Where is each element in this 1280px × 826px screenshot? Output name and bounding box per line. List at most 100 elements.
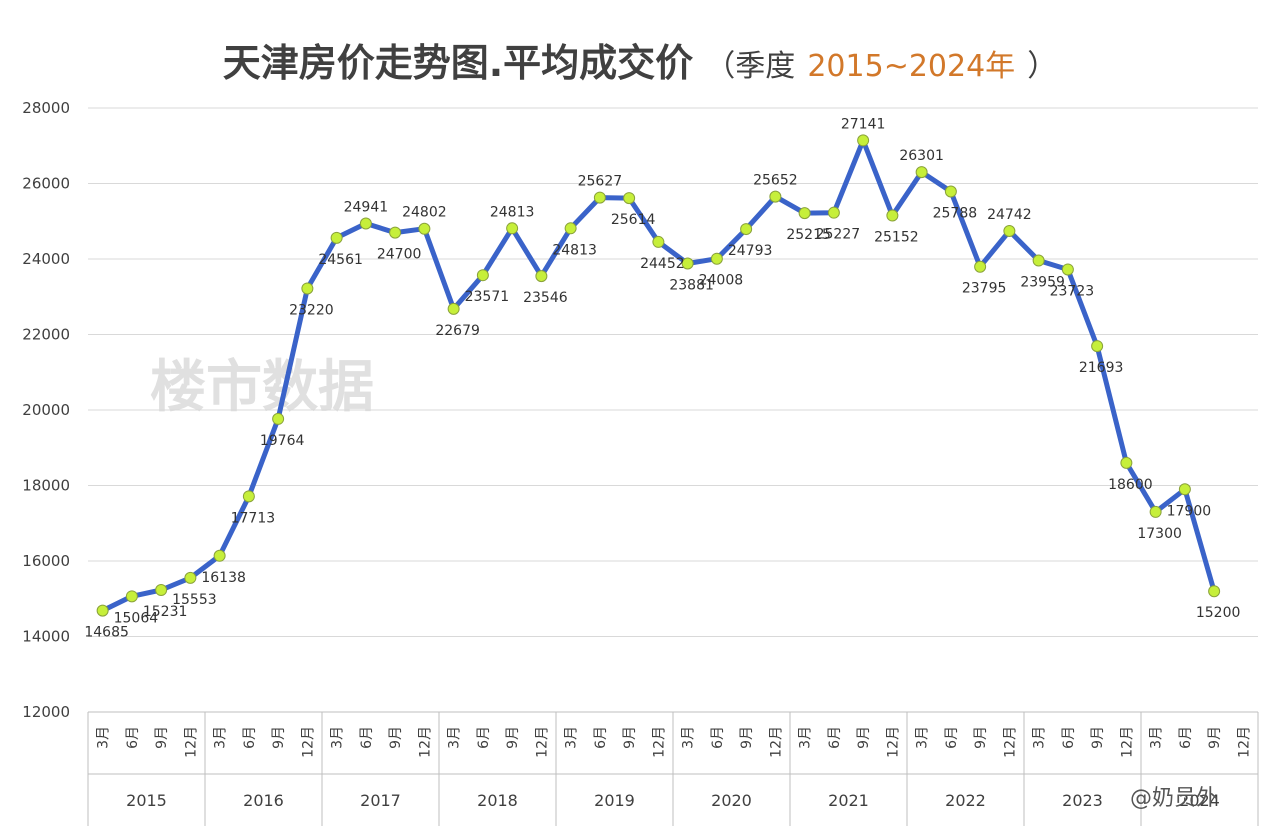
year-label: 2021 bbox=[828, 791, 869, 810]
year-label: 2024 bbox=[1179, 791, 1220, 810]
y-tick-label: 14000 bbox=[22, 628, 70, 646]
year-label: 2022 bbox=[945, 791, 986, 810]
data-label: 14685 bbox=[84, 625, 129, 641]
month-tick-label: 6月 bbox=[1178, 726, 1194, 749]
data-label: 15231 bbox=[143, 604, 188, 620]
month-tick-label: 3月 bbox=[798, 726, 814, 749]
title-suffix: ） bbox=[1027, 49, 1057, 84]
y-tick-label: 22000 bbox=[22, 326, 70, 344]
data-point bbox=[242, 490, 255, 503]
month-tick-label: 9月 bbox=[1207, 726, 1223, 749]
data-point bbox=[1149, 505, 1162, 518]
y-tick-label: 20000 bbox=[22, 401, 70, 419]
data-point bbox=[213, 549, 226, 562]
month-tick-label: 9月 bbox=[388, 726, 404, 749]
data-label: 23571 bbox=[465, 289, 510, 305]
data-label: 18600 bbox=[1108, 477, 1153, 493]
month-tick-label: 12月 bbox=[183, 726, 199, 758]
month-tick-label: 3月 bbox=[1149, 726, 1165, 749]
data-point bbox=[974, 260, 987, 273]
data-point bbox=[1091, 340, 1104, 353]
y-tick-label: 12000 bbox=[22, 703, 70, 721]
data-label: 25215 bbox=[786, 227, 831, 243]
month-tick-label: 12月 bbox=[1002, 726, 1018, 758]
month-tick-label: 9月 bbox=[856, 726, 872, 749]
data-point bbox=[1120, 456, 1133, 469]
x-axis: 3月 6月 9月 12月 3月 6月 9月 12月 3月 6月 9月 12月 3月 6月 9月 12月 3月 6月… bbox=[87, 711, 1259, 826]
data-label: 24452 bbox=[640, 256, 685, 272]
data-point bbox=[1003, 224, 1016, 237]
data-label: 24793 bbox=[728, 243, 773, 259]
data-label: 23723 bbox=[1050, 283, 1095, 299]
month-tick-label: 9月 bbox=[622, 726, 638, 749]
data-label: 15064 bbox=[114, 610, 159, 626]
month-tick-label: 12月 bbox=[768, 726, 784, 758]
month-tick-label: 3月 bbox=[447, 726, 463, 749]
data-label: 24813 bbox=[552, 242, 597, 258]
data-point bbox=[915, 166, 928, 179]
data-point bbox=[740, 223, 753, 236]
month-tick-label: 12月 bbox=[885, 726, 901, 758]
month-tick-label: 6月 bbox=[359, 726, 375, 749]
data-label: 23881 bbox=[669, 277, 714, 293]
year-label: 2018 bbox=[477, 791, 518, 810]
year-label: 2016 bbox=[243, 791, 284, 810]
data-point bbox=[125, 590, 138, 603]
month-tick-label: 9月 bbox=[154, 726, 170, 749]
title-main: 天津房价走势图.平均成交价 bbox=[223, 41, 693, 85]
year-label: 2015 bbox=[126, 791, 167, 810]
data-point bbox=[623, 192, 636, 205]
data-label: 23795 bbox=[962, 281, 1007, 297]
month-tick-label: 9月 bbox=[973, 726, 989, 749]
data-point bbox=[827, 206, 840, 219]
data-point bbox=[652, 235, 665, 248]
brand-watermark: @奶员外 bbox=[1130, 786, 1218, 811]
data-points bbox=[96, 134, 1221, 617]
title-prefix: （季度 bbox=[705, 49, 795, 84]
title-years: 2015~2024年 bbox=[807, 49, 1015, 84]
year-label: 2019 bbox=[594, 791, 635, 810]
data-label: 25627 bbox=[578, 174, 623, 190]
data-point bbox=[944, 185, 957, 198]
chart-watermark: 楼市数据 bbox=[150, 355, 374, 420]
data-point bbox=[447, 302, 460, 315]
data-label: 19764 bbox=[260, 433, 305, 449]
data-point bbox=[330, 231, 343, 244]
month-tick-label: 3月 bbox=[330, 726, 346, 749]
data-point bbox=[1178, 483, 1191, 496]
month-tick-label: 6月 bbox=[1061, 726, 1077, 749]
data-label: 25227 bbox=[816, 227, 861, 243]
month-tick-label: 6月 bbox=[242, 726, 258, 749]
data-point bbox=[359, 217, 372, 230]
data-label: 23546 bbox=[523, 290, 568, 306]
y-tick-label: 26000 bbox=[22, 175, 70, 193]
data-label: 21693 bbox=[1079, 360, 1124, 376]
data-label: 25788 bbox=[933, 206, 978, 222]
data-label: 25152 bbox=[874, 230, 919, 246]
data-label: 24742 bbox=[987, 207, 1032, 223]
data-label: 24008 bbox=[699, 273, 744, 289]
y-tick-label: 24000 bbox=[22, 250, 70, 268]
data-label: 16138 bbox=[201, 570, 246, 586]
data-label: 17300 bbox=[1137, 526, 1182, 542]
month-tick-label: 6月 bbox=[827, 726, 843, 749]
data-label: 24813 bbox=[490, 204, 535, 220]
data-label: 24802 bbox=[402, 205, 447, 221]
data-label: 25652 bbox=[753, 173, 798, 189]
data-label: 17900 bbox=[1167, 503, 1212, 519]
month-tick-label: 6月 bbox=[944, 726, 960, 749]
data-point bbox=[184, 571, 197, 584]
month-tick-label: 12月 bbox=[534, 726, 550, 758]
month-tick-label: 6月 bbox=[476, 726, 492, 749]
y-tick-label: 18000 bbox=[22, 477, 70, 495]
data-label: 26301 bbox=[899, 148, 944, 164]
data-point bbox=[476, 269, 489, 282]
data-point bbox=[535, 270, 548, 283]
data-label: 24700 bbox=[377, 247, 422, 263]
month-tick-label: 3月 bbox=[681, 726, 697, 749]
data-label: 24941 bbox=[344, 199, 389, 215]
chart-title: 天津房价走势图.平均成交价 （季度 2015~2024年 ） bbox=[223, 41, 1058, 85]
